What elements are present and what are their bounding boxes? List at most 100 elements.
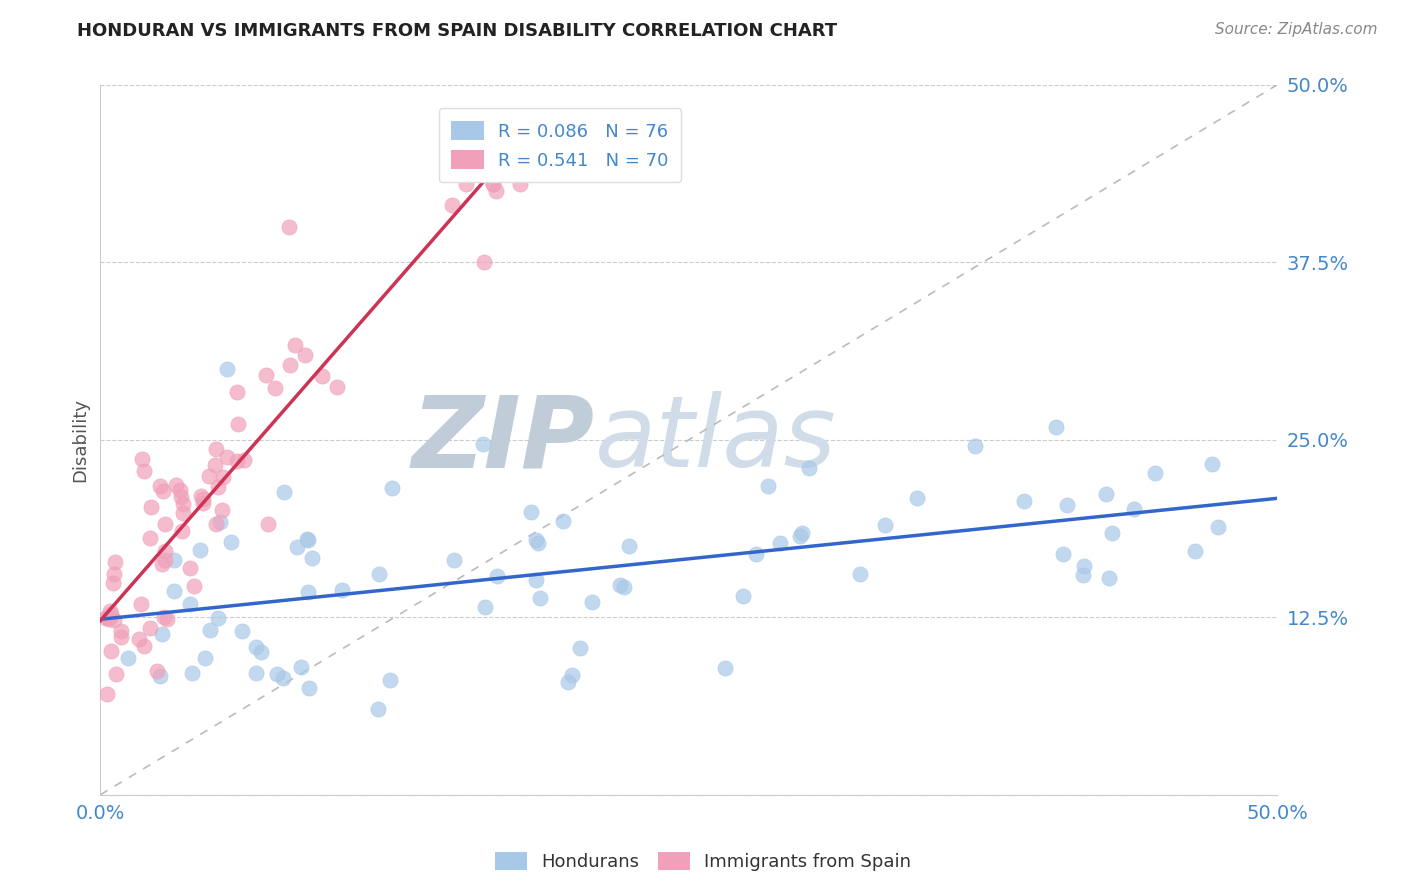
Point bbox=[965, 439, 987, 453]
Point bbox=[1122, 502, 1144, 516]
Point bbox=[581, 595, 603, 609]
Point bbox=[330, 582, 353, 597]
Point bbox=[474, 255, 496, 269]
Point bbox=[294, 348, 316, 362]
Point bbox=[297, 533, 319, 547]
Point bbox=[527, 536, 550, 550]
Text: ZIP: ZIP bbox=[412, 392, 595, 488]
Point bbox=[155, 516, 177, 531]
Point bbox=[378, 673, 401, 687]
Point bbox=[280, 358, 302, 372]
Point bbox=[789, 529, 811, 543]
Point bbox=[170, 524, 193, 538]
Point bbox=[183, 579, 205, 593]
Point bbox=[325, 380, 347, 394]
Point bbox=[557, 674, 579, 689]
Point bbox=[225, 453, 247, 467]
Point bbox=[155, 544, 177, 558]
Point bbox=[250, 645, 273, 659]
Point bbox=[264, 381, 287, 395]
Point bbox=[101, 575, 124, 590]
Point bbox=[207, 480, 229, 494]
Y-axis label: Disability: Disability bbox=[72, 398, 89, 482]
Point bbox=[138, 621, 160, 635]
Point bbox=[471, 436, 494, 450]
Point bbox=[454, 178, 477, 192]
Point bbox=[197, 469, 219, 483]
Point bbox=[529, 591, 551, 606]
Point bbox=[204, 516, 226, 531]
Point bbox=[100, 607, 122, 622]
Point bbox=[150, 627, 173, 641]
Point bbox=[169, 483, 191, 497]
Point bbox=[1097, 571, 1119, 585]
Point bbox=[474, 599, 496, 614]
Point bbox=[193, 496, 215, 510]
Point bbox=[797, 461, 820, 475]
Point bbox=[1056, 498, 1078, 512]
Point bbox=[104, 555, 127, 569]
Text: atlas: atlas bbox=[595, 392, 837, 488]
Text: Source: ZipAtlas.com: Source: ZipAtlas.com bbox=[1215, 22, 1378, 37]
Point bbox=[128, 632, 150, 646]
Point bbox=[561, 668, 583, 682]
Point bbox=[98, 604, 121, 618]
Point bbox=[1012, 493, 1035, 508]
Point bbox=[569, 640, 592, 655]
Point bbox=[134, 639, 156, 653]
Point bbox=[207, 611, 229, 625]
Point bbox=[482, 178, 505, 192]
Point bbox=[769, 536, 792, 550]
Point bbox=[875, 517, 897, 532]
Point bbox=[162, 583, 184, 598]
Point bbox=[254, 368, 277, 382]
Point bbox=[1184, 543, 1206, 558]
Point bbox=[145, 665, 167, 679]
Point bbox=[1071, 568, 1094, 582]
Point bbox=[551, 514, 574, 528]
Point bbox=[110, 630, 132, 644]
Point bbox=[284, 338, 307, 352]
Point bbox=[713, 661, 735, 675]
Point bbox=[179, 597, 201, 611]
Point bbox=[226, 385, 249, 400]
Point bbox=[204, 458, 226, 473]
Point bbox=[1101, 526, 1123, 541]
Point bbox=[211, 503, 233, 517]
Point bbox=[194, 651, 217, 665]
Point bbox=[905, 491, 928, 506]
Point bbox=[245, 640, 267, 654]
Point bbox=[524, 533, 547, 547]
Point bbox=[231, 624, 253, 638]
Point bbox=[165, 478, 187, 492]
Point bbox=[290, 660, 312, 674]
Point bbox=[152, 483, 174, 498]
Point bbox=[1094, 486, 1116, 500]
Point bbox=[297, 585, 319, 599]
Point bbox=[509, 178, 531, 192]
Point bbox=[149, 479, 172, 493]
Point bbox=[205, 442, 228, 456]
Point bbox=[132, 464, 155, 478]
Point bbox=[141, 500, 163, 515]
Point bbox=[849, 567, 872, 582]
Point bbox=[1201, 458, 1223, 472]
Point bbox=[208, 515, 231, 529]
Point bbox=[245, 665, 267, 680]
Point bbox=[110, 624, 132, 638]
Legend: R = 0.086   N = 76, R = 0.541   N = 70: R = 0.086 N = 76, R = 0.541 N = 70 bbox=[439, 108, 682, 182]
Point bbox=[745, 547, 768, 561]
Point bbox=[117, 650, 139, 665]
Point bbox=[97, 612, 120, 626]
Point bbox=[180, 665, 202, 680]
Point bbox=[215, 450, 238, 465]
Point bbox=[179, 561, 201, 575]
Point bbox=[212, 470, 235, 484]
Point bbox=[485, 569, 508, 583]
Point bbox=[172, 497, 194, 511]
Point bbox=[129, 597, 152, 611]
Point bbox=[273, 484, 295, 499]
Point bbox=[103, 567, 125, 582]
Point bbox=[481, 178, 503, 192]
Point bbox=[1143, 466, 1166, 480]
